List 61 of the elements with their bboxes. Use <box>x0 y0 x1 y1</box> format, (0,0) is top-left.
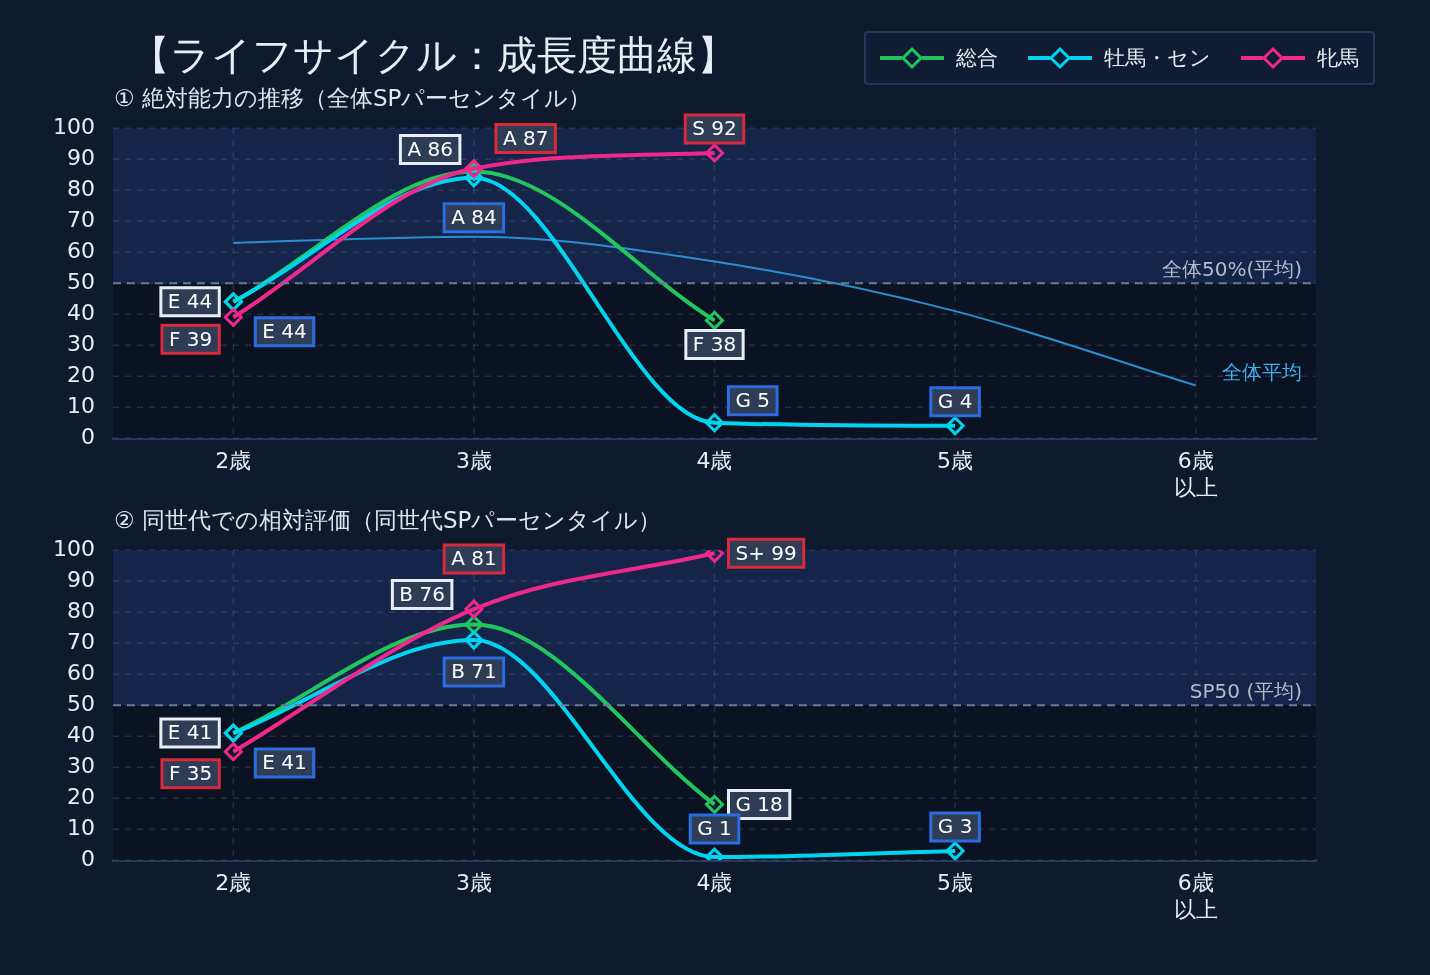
data-label: A 86 <box>407 136 453 161</box>
chart-title: 【ライフサイクル：成長度曲線】 <box>130 31 737 80</box>
x-tick-label: 4歳 <box>696 870 733 896</box>
data-label: A 87 <box>502 125 549 150</box>
y-tick-label: 80 <box>67 175 95 201</box>
ref-line-label: 全体50%(平均) <box>1161 257 1302 282</box>
data-label: A 84 <box>451 205 497 229</box>
data-label: G 3 <box>937 814 973 839</box>
x-tick-label: 3歳 <box>455 870 492 896</box>
data-label: F 35 <box>168 760 213 785</box>
data-label: F 39 <box>168 326 213 351</box>
x-tick-label: 5歳 <box>937 448 974 474</box>
y-tick-label: 50 <box>67 690 95 716</box>
y-tick-label: 20 <box>67 361 95 387</box>
y-tick-label: 20 <box>67 783 95 809</box>
y-tick-label: 10 <box>67 814 95 840</box>
x-tick-label: 6歳以上 <box>1173 448 1218 500</box>
y-tick-label: 90 <box>67 566 95 592</box>
data-label: G 4 <box>937 389 973 413</box>
y-tick-label: 100 <box>53 113 95 139</box>
series-label: 全体平均 <box>1222 359 1302 384</box>
data-label: F 38 <box>692 331 737 356</box>
x-tick-label: 5歳 <box>937 870 974 896</box>
x-tick-label: 6歳以上 <box>1173 870 1218 922</box>
x-tick-label: 2歳 <box>215 448 252 474</box>
y-tick-label: 60 <box>67 659 95 685</box>
x-tick-label: 3歳 <box>455 448 492 474</box>
legend-label: 牝馬 <box>1317 45 1359 72</box>
y-tick-label: 90 <box>67 144 95 170</box>
y-tick-label: 50 <box>67 268 95 294</box>
y-tick-label: 40 <box>67 299 95 325</box>
y-tick-label: 30 <box>67 752 95 778</box>
y-tick-label: 40 <box>67 721 95 747</box>
data-label: G 18 <box>735 791 783 816</box>
x-tick-label: 2歳 <box>215 870 252 896</box>
y-tick-label: 0 <box>81 845 95 871</box>
data-label: B 76 <box>399 581 445 606</box>
y-tick-label: 80 <box>67 597 95 623</box>
ref-line-label: SP50 (平均) <box>1189 679 1302 704</box>
legend-label: 総合 <box>956 45 998 72</box>
data-label: S+ 99 <box>735 540 797 565</box>
y-tick-label: 30 <box>67 330 95 356</box>
data-label: E 44 <box>167 289 213 313</box>
data-label: E 41 <box>262 750 307 775</box>
data-label: B 71 <box>451 659 497 684</box>
data-label: A 81 <box>451 546 497 571</box>
y-tick-label: 60 <box>67 237 95 263</box>
y-tick-label: 0 <box>81 423 95 449</box>
chart-subtitle: ① 絶対能力の推移（全体SPパーセンタイル） <box>114 84 592 113</box>
chart-title: ② 同世代での相対評価（同世代SPパーセンタイル） <box>114 506 662 535</box>
data-label: E 44 <box>262 319 307 343</box>
y-tick-label: 100 <box>53 535 95 561</box>
data-label: G 5 <box>735 387 771 412</box>
data-label: E 41 <box>167 720 213 745</box>
legend-label: 牡馬・セン <box>1104 45 1211 72</box>
y-tick-label: 70 <box>67 206 95 232</box>
y-tick-label: 70 <box>67 628 95 654</box>
data-label: S 92 <box>692 116 737 141</box>
y-tick-label: 10 <box>67 392 95 418</box>
data-label: G 1 <box>697 816 732 841</box>
x-tick-label: 4歳 <box>696 448 733 474</box>
